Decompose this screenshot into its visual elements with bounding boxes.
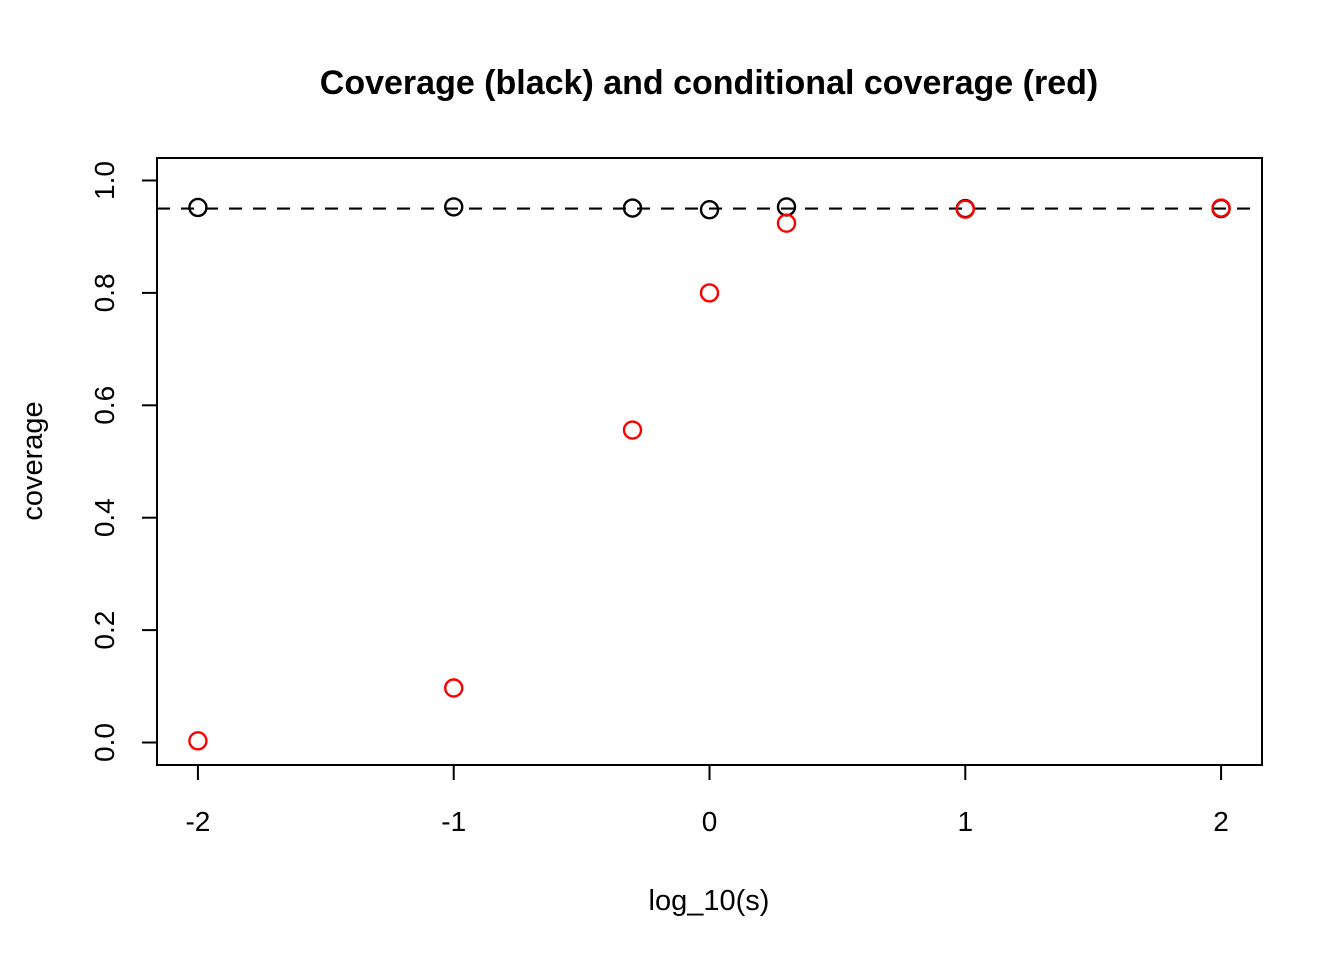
y-tick-label: 0.2 bbox=[89, 611, 120, 650]
y-tick-label: 0.8 bbox=[89, 273, 120, 312]
x-tick-label: 0 bbox=[702, 806, 718, 837]
chart-title: Coverage (black) and conditional coverag… bbox=[320, 64, 1098, 102]
data-point-conditional-coverage bbox=[776, 213, 797, 233]
data-points-layer bbox=[188, 197, 1231, 751]
data-point-coverage bbox=[699, 200, 720, 220]
y-tick-label: 0.6 bbox=[89, 386, 120, 425]
data-point-coverage bbox=[622, 198, 643, 218]
data-point-conditional-coverage bbox=[1211, 198, 1231, 218]
data-point-coverage bbox=[776, 197, 797, 217]
data-point-conditional-coverage bbox=[955, 199, 975, 219]
x-axis-label: log_10(s) bbox=[649, 885, 770, 917]
data-point-conditional-coverage bbox=[622, 420, 643, 440]
x-tick-label: -2 bbox=[185, 806, 210, 837]
x-tick-label: 1 bbox=[957, 806, 973, 837]
y-tick-label: 1.0 bbox=[89, 161, 120, 200]
x-tick-label: 2 bbox=[1213, 806, 1229, 837]
plot-frame bbox=[156, 157, 1263, 766]
data-point-coverage bbox=[444, 197, 464, 217]
y-tick-label: 0.0 bbox=[89, 723, 120, 762]
data-point-conditional-coverage bbox=[699, 283, 720, 303]
x-tick-label: -1 bbox=[441, 806, 466, 837]
data-point-coverage bbox=[188, 197, 208, 218]
y-tick-label: 0.4 bbox=[89, 498, 120, 537]
data-point-conditional-coverage bbox=[188, 731, 208, 751]
data-point-conditional-coverage bbox=[444, 678, 464, 698]
y-axis-label: coverage bbox=[17, 401, 49, 520]
axes-layer: -2 -1 0 1 2 0.0 0.2 0.4 0.6 0.8 1.0 bbox=[89, 157, 1263, 837]
